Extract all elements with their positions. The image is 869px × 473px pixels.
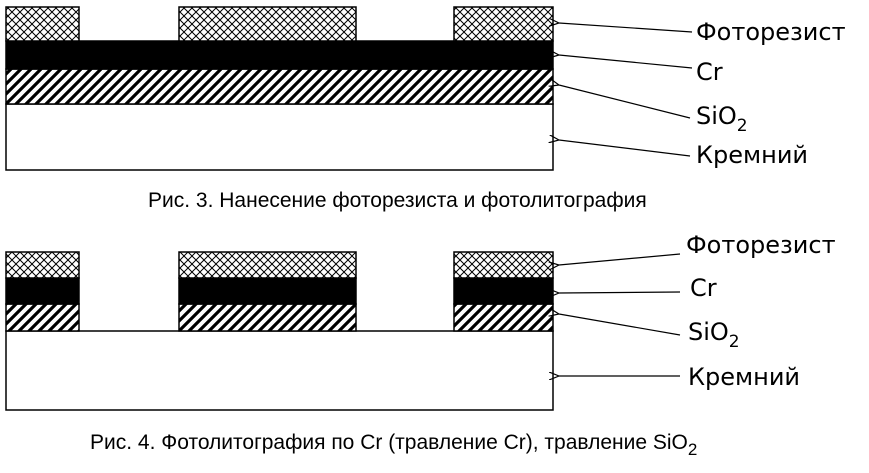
caption-figure-4-main: Рис. 4. Фотолитография по Cr (травление …	[90, 431, 688, 454]
sio2-layer	[5, 68, 554, 105]
figure-4-stack	[5, 251, 554, 411]
label-chrome: Cr	[696, 58, 723, 86]
figure-3-labels: Фоторезист Cr SiO2 Кремний	[696, 18, 846, 169]
label-photoresist: Фоторезист	[686, 231, 836, 259]
label-sio2: SiO2	[696, 102, 748, 136]
chrome-leader-arrow	[559, 55, 693, 69]
photoresist-segment	[5, 251, 80, 279]
silicon-leader-arrow	[559, 140, 691, 157]
figure-3-leaders	[559, 23, 693, 157]
silicon-substrate	[5, 103, 554, 171]
photoresist-block-right	[453, 6, 554, 42]
caption-figure-4: Рис. 4. Фотолитография по Cr (травление …	[90, 431, 697, 459]
chrome-leader-arrow	[559, 292, 681, 293]
caption-figure-4-subscript: 2	[688, 440, 697, 459]
photoresist-segment	[178, 251, 357, 279]
sio2-segment	[453, 303, 554, 332]
sio2-segment	[178, 303, 357, 332]
photoresist-block-center	[178, 6, 357, 42]
label-chrome: Cr	[690, 274, 717, 302]
photoresist-block-left	[5, 6, 80, 42]
label-sio2: SiO2	[688, 318, 740, 352]
label-sio2-main: SiO	[696, 102, 737, 130]
photoresist-leader-arrow	[559, 23, 693, 33]
label-silicon: Кремний	[696, 141, 808, 169]
sio2-leader-arrow	[559, 314, 681, 336]
silicon-substrate	[5, 330, 554, 411]
caption-figure-3: Рис. 3. Нанесение фоторезиста и фотолито…	[148, 189, 647, 212]
chrome-layer	[5, 40, 554, 70]
label-photoresist: Фоторезист	[696, 18, 846, 46]
chrome-segment	[453, 277, 554, 305]
chrome-segment	[178, 277, 357, 305]
photoresist-segment	[453, 251, 554, 279]
figure-4-leaders	[559, 253, 681, 376]
figure-4-labels: Фоторезист Cr SiO2 Кремний	[686, 231, 836, 391]
chrome-segment	[5, 277, 80, 305]
label-sio2-subscript: 2	[737, 116, 748, 136]
etched-stack-left	[5, 251, 80, 332]
figure-3-stack	[5, 6, 554, 171]
label-sio2-subscript: 2	[729, 332, 740, 352]
etched-stack-right	[453, 251, 554, 332]
photoresist-leader-arrow	[559, 253, 681, 265]
etched-stack-center	[178, 251, 357, 332]
sio2-leader-arrow	[559, 85, 691, 119]
label-sio2-main: SiO	[688, 318, 729, 346]
label-silicon: Кремний	[688, 363, 800, 391]
sio2-segment	[5, 303, 80, 332]
